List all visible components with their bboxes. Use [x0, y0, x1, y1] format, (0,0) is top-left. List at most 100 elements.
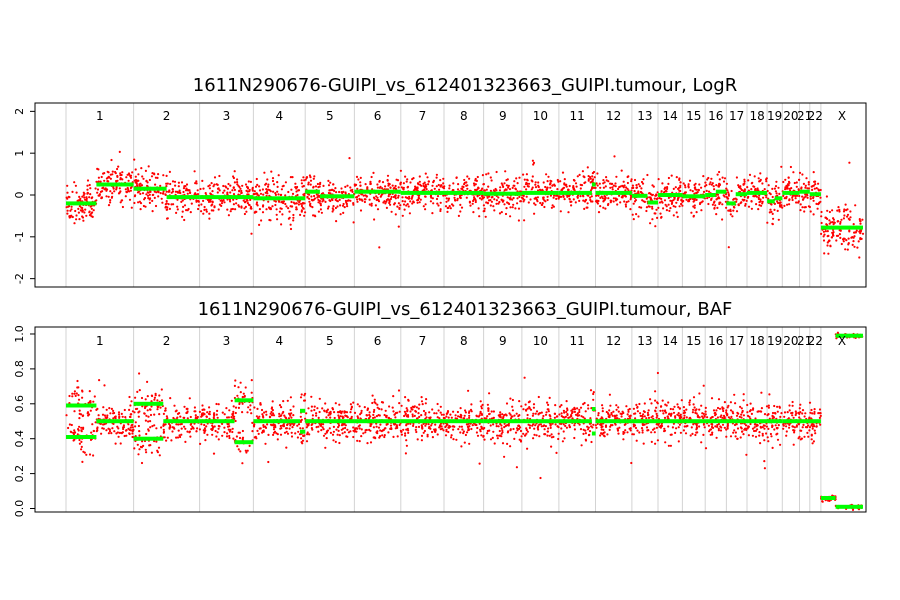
logr-point	[629, 196, 633, 199]
baf-point	[340, 412, 343, 415]
baf-point	[406, 410, 409, 413]
logr-point	[128, 198, 132, 201]
baf-point	[586, 425, 589, 428]
logr-point	[762, 196, 765, 199]
baf-point	[541, 417, 544, 420]
logr-point	[683, 184, 687, 187]
baf-point	[518, 438, 521, 441]
baf-point	[171, 430, 174, 433]
logr-point	[296, 193, 299, 197]
logr-point	[338, 190, 341, 194]
baf-point	[269, 412, 272, 415]
baf-point	[237, 406, 240, 409]
baf-point	[310, 405, 313, 408]
logr-point	[364, 183, 367, 186]
logr-point	[640, 180, 644, 184]
logr-point	[484, 215, 487, 218]
logr-point	[409, 200, 412, 203]
baf-point	[123, 408, 126, 412]
logr-point	[758, 180, 761, 183]
baf-point	[527, 401, 531, 404]
baf-point	[633, 424, 636, 427]
baf-point	[500, 427, 503, 430]
logr-point	[677, 187, 680, 190]
logr-point	[133, 158, 136, 161]
baf-point	[694, 433, 697, 437]
logr-point	[334, 206, 337, 210]
logr-point	[533, 202, 536, 205]
baf-point	[149, 408, 152, 411]
logr-point	[637, 190, 640, 193]
baf-point	[525, 428, 528, 432]
baf-point	[509, 428, 512, 431]
logr-point	[777, 186, 780, 189]
baf-point	[239, 391, 242, 394]
logr-point	[546, 195, 549, 198]
logr-point	[474, 183, 477, 186]
baf-point	[131, 430, 134, 433]
logr-point	[275, 208, 278, 211]
baf-point	[610, 413, 613, 416]
baf-point	[223, 426, 226, 429]
baf-point	[558, 405, 562, 408]
baf-point	[398, 402, 401, 405]
logr-segment	[166, 195, 200, 200]
baf-point	[415, 426, 418, 429]
baf-point	[520, 435, 523, 438]
logr-point	[828, 219, 831, 222]
logr-point	[299, 213, 302, 216]
logr-point	[505, 207, 508, 210]
logr-point	[725, 206, 728, 209]
logr-point	[619, 185, 622, 188]
logr-point	[524, 183, 528, 186]
logr-point	[157, 191, 160, 194]
logr-point	[85, 196, 88, 199]
baf-point	[311, 414, 314, 417]
baf-point	[233, 384, 236, 387]
logr-point	[447, 197, 451, 200]
baf-point	[704, 406, 707, 409]
logr-point	[249, 180, 252, 183]
logr-point	[526, 185, 529, 188]
logr-segment	[799, 189, 810, 194]
baf-point	[175, 436, 178, 439]
logr-point	[322, 184, 325, 187]
logr-point	[269, 208, 272, 211]
baf-point	[392, 395, 395, 398]
baf-point	[528, 424, 532, 427]
logr-chromosome-label: 2	[163, 109, 171, 123]
baf-point	[145, 414, 148, 417]
logr-point	[614, 182, 617, 185]
logr-point	[732, 205, 736, 209]
baf-point	[231, 430, 234, 434]
logr-point	[249, 198, 252, 201]
baf-point	[382, 428, 385, 432]
logr-point	[309, 183, 312, 186]
logr-point	[406, 203, 409, 206]
baf-point	[350, 417, 353, 420]
logr-point	[740, 201, 743, 204]
baf-point	[467, 389, 470, 392]
logr-point	[591, 179, 594, 182]
logr-point	[738, 186, 741, 189]
logr-point	[246, 187, 250, 190]
baf-point	[654, 390, 657, 393]
baf-point	[249, 404, 252, 407]
logr-point	[750, 207, 754, 210]
logr-point	[183, 185, 186, 188]
baf-point	[279, 424, 282, 428]
logr-point	[193, 170, 196, 173]
logr-point	[671, 201, 674, 204]
logr-segment	[782, 190, 800, 195]
logr-y-tick-label: 1	[13, 150, 26, 157]
logr-point	[682, 182, 685, 185]
baf-point	[265, 410, 268, 413]
baf-point	[714, 425, 717, 428]
baf-point	[71, 395, 74, 398]
logr-point	[388, 201, 391, 205]
baf-point	[490, 417, 493, 420]
baf-point	[164, 407, 167, 410]
baf-point	[767, 404, 770, 407]
logr-point	[521, 197, 524, 200]
baf-point	[238, 436, 242, 440]
